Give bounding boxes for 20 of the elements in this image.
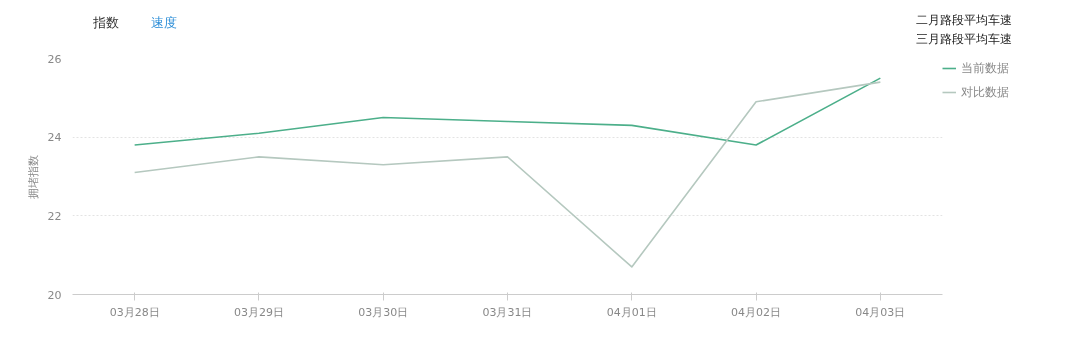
y-axis-title: 拥堵指数	[26, 154, 40, 199]
text: 速度	[150, 15, 177, 30]
line-series	[133, 81, 882, 268]
text: 三月路段平均车速	[915, 31, 1012, 46]
x-tick-label: 03月31日	[482, 305, 533, 319]
legend-label: 当前数据	[961, 59, 1009, 77]
y-tick-label: 24	[47, 131, 62, 145]
y-tick-label: 22	[47, 209, 62, 223]
x-tick-label: 03月29日	[233, 305, 284, 319]
x-tick-label: 03月28日	[109, 305, 160, 319]
legend-label: 对比数据	[961, 83, 1009, 101]
line-series	[133, 77, 882, 146]
y-tick-label: 26	[47, 52, 62, 66]
x-tick-label: 04月02日	[731, 305, 782, 319]
y-tick-label: 20	[47, 288, 62, 302]
x-tick-label: 03月30日	[358, 305, 409, 319]
text: 二月路段平均车速	[915, 12, 1012, 27]
x-tick-label: 04月03日	[855, 305, 906, 319]
text: 指数	[91, 15, 119, 30]
x-tick-label: 04月01日	[606, 305, 657, 319]
